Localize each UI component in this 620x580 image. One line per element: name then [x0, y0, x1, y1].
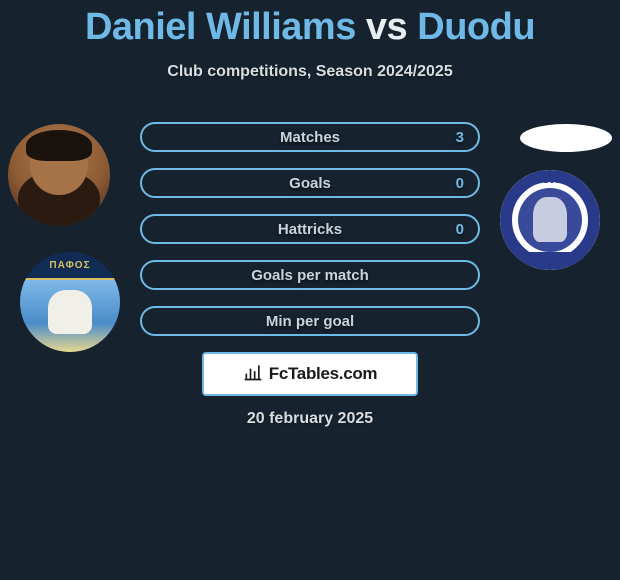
- player2-photo-placeholder: [520, 124, 612, 152]
- brand-label: FcTables.com: [269, 364, 378, 384]
- stat-value-right: 3: [456, 129, 464, 146]
- title-player2: Duodu: [417, 6, 535, 48]
- page-title: Daniel Williams vs Duodu: [0, 0, 620, 49]
- stat-label: Matches: [280, 129, 340, 146]
- title-player1: Daniel Williams: [85, 6, 356, 48]
- player2-club-name: APOLLON F.C.: [500, 176, 600, 185]
- stat-label: Goals per match: [251, 267, 369, 284]
- stat-label: Min per goal: [266, 313, 354, 330]
- stat-row-goals: Goals 0: [140, 168, 480, 198]
- player1-photo: [8, 124, 110, 226]
- player2-club-badge: APOLLON F.C.: [500, 170, 600, 270]
- brand-badge: FcTables.com: [202, 352, 418, 396]
- player1-club-name: ΠΑΦΟΣ: [20, 252, 120, 280]
- title-vs: vs: [366, 6, 407, 48]
- date-label: 20 february 2025: [0, 410, 620, 428]
- stat-value-right: 0: [456, 175, 464, 192]
- player1-club-badge: ΠΑΦΟΣ: [20, 252, 120, 352]
- stat-row-goals-per-match: Goals per match: [140, 260, 480, 290]
- stat-row-matches: Matches 3: [140, 122, 480, 152]
- stat-row-min-per-goal: Min per goal: [140, 306, 480, 336]
- subtitle: Club competitions, Season 2024/2025: [0, 63, 620, 81]
- stats-table: Matches 3 Goals 0 Hattricks 0 Goals per …: [140, 122, 480, 352]
- stat-label: Hattricks: [278, 221, 342, 238]
- stat-row-hattricks: Hattricks 0: [140, 214, 480, 244]
- stat-value-right: 0: [456, 221, 464, 238]
- bar-chart-icon: [243, 362, 263, 387]
- stat-label: Goals: [289, 175, 331, 192]
